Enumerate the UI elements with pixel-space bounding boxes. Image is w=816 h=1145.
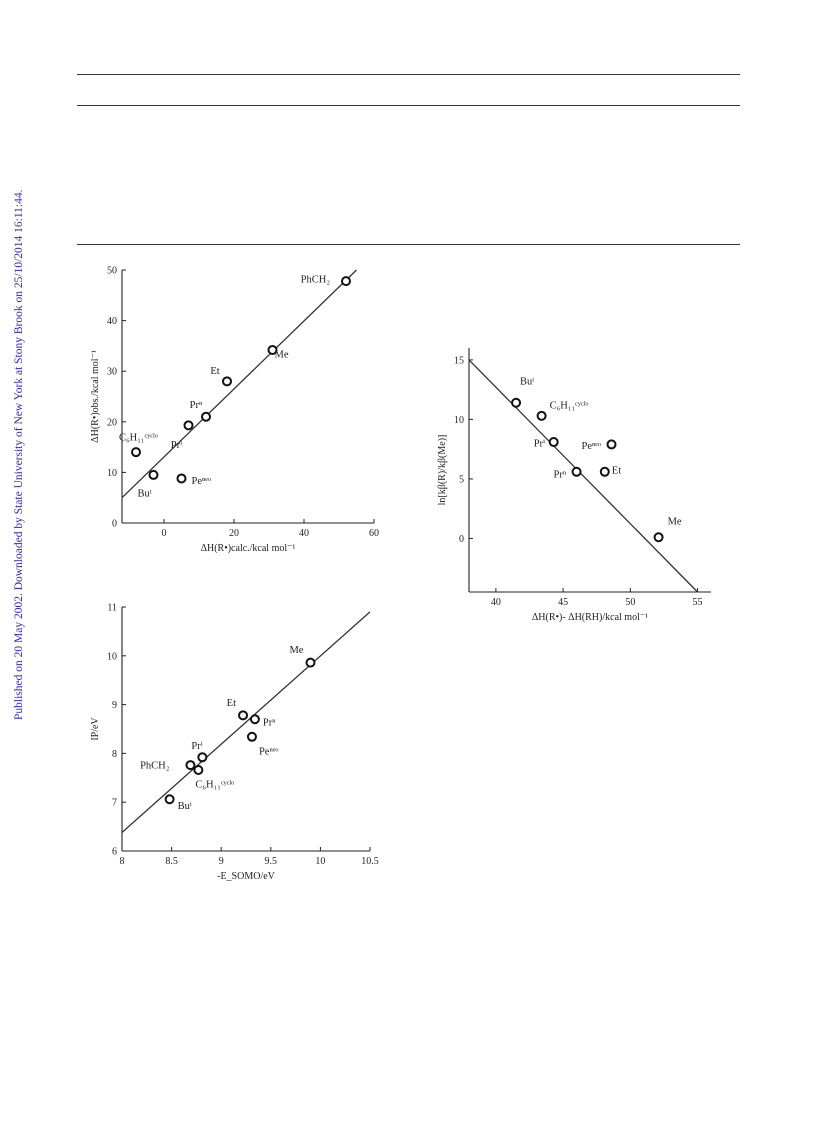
data-point [249,714,260,725]
point-label: Prⁱ [191,741,202,752]
y-tick-label: 5 [459,474,464,485]
point-label: PhCH₂ [140,761,170,772]
y-tick-label: 40 [107,316,117,327]
data-point [571,466,582,477]
point-label: Peⁿᵉᵒ [192,476,212,487]
y-tick-label: 10 [107,468,117,479]
data-point [267,344,278,355]
data-point [164,794,175,805]
regression-line [121,269,357,499]
data-point [197,752,208,763]
y-axis-title: ln[kβ(R)/kβ(Me)] [437,435,448,506]
data-point [183,420,194,431]
x-tick-label: 9 [219,856,224,867]
point-label: Peⁿᵉᵒ [582,441,602,452]
point-label: Me [668,517,682,528]
y-tick-label: 20 [107,417,117,428]
point-label: Et [227,698,236,709]
point-label: Buᵗ [520,376,534,387]
data-point [238,710,249,721]
y-tick-label: 10 [454,415,464,426]
x-tick-label: 60 [369,528,379,539]
point-label: Et [210,366,219,377]
data-point [548,437,559,448]
point-label: Me [275,349,289,360]
y-tick-label: 50 [107,266,117,277]
y-tick-label: 6 [112,847,117,858]
x-tick-label: 50 [625,597,635,608]
point-label: Prⁱ [171,440,182,451]
x-tick-label: 0 [162,528,167,539]
data-point [185,760,196,771]
x-tick-label: 9.5 [265,856,278,867]
x-tick-label: 20 [229,528,239,539]
chart-3: 8 8.5 9 9.5 10 10.5 6 7 8 9 10 11 -E_SOMO/eV IP/eV Me E… [90,603,379,883]
y-tick-label: 8 [112,749,117,760]
point-label: Prⁱ [534,439,545,450]
data-point [511,397,522,408]
data-point [599,466,610,477]
y-tick-label: 30 [107,367,117,378]
point-label: C₆H₁₁ᶜʸᶜˡᵒ [119,433,158,444]
data-point [653,532,664,543]
data-point [201,411,211,422]
y-tick-label: 7 [112,798,117,809]
y-tick-label: 0 [112,519,117,530]
table-header-rule [77,105,740,106]
data-point [536,410,547,421]
y-axis-title: ΔH(R•)obs./kcal mol⁻¹ [90,350,101,443]
regression-line [121,611,371,833]
point-label: PhCH₂ [301,275,331,286]
x-tick-label: 10.5 [361,856,379,867]
point-label: Peⁿᵉᵒ [259,746,279,757]
y-tick-label: 15 [454,355,464,366]
point-label: C₆H₁₁ᶜʸᶜˡᵒ [195,779,234,790]
x-tick-label: 55 [693,597,703,608]
x-axis-title: ΔH(R•)calc./kcal mol⁻¹ [201,543,296,554]
y-tick-label: 10 [107,651,117,662]
data-point [341,276,351,287]
y-tick-label: 11 [107,603,117,614]
y-axis-title: IP/eV [90,717,101,741]
x-axis-title: ΔH(R•)- ΔH(RH)/kcal mol⁻¹ [532,612,648,623]
point-label: Prⁿ [554,469,567,480]
data-point [222,376,232,387]
data-point [148,469,159,480]
point-label: Buᵗ [178,801,192,812]
x-tick-label: 10 [315,856,325,867]
table-bottom-rule [77,244,740,245]
point-label: Me [289,645,303,656]
data-point [305,657,316,668]
table-top-rule [77,74,740,75]
x-axis-title: -E_SOMO/eV [217,871,276,882]
y-tick-label: 9 [112,700,117,711]
x-tick-label: 8 [120,856,125,867]
x-tick-label: 40 [299,528,309,539]
point-label: Prⁿ [263,718,276,729]
data-point [246,731,257,742]
data-point [176,473,187,484]
x-tick-label: 45 [558,597,568,608]
data-point [131,447,141,458]
chart-1: 0 20 40 60 0 10 20 30 40 50 ΔH(R•)calc./kcal mol⁻¹… [90,266,379,555]
y-tick-label: 0 [459,534,464,545]
data-point [193,764,204,775]
chart-2: 40 45 50 55 0 5 10 15 ΔH(R•)- ΔH(RH)/kcal mol⁻¹ l… [437,348,711,623]
x-tick-label: 40 [491,597,501,608]
point-label: C₆H₁₁ᶜʸᶜˡᵒ [550,400,589,411]
point-label: Prⁿ [190,400,203,411]
point-label: Buᵗ [138,488,152,499]
regression-line [468,359,699,593]
point-label: Et [612,465,621,476]
x-tick-label: 8.5 [165,856,178,867]
data-point [606,439,617,450]
